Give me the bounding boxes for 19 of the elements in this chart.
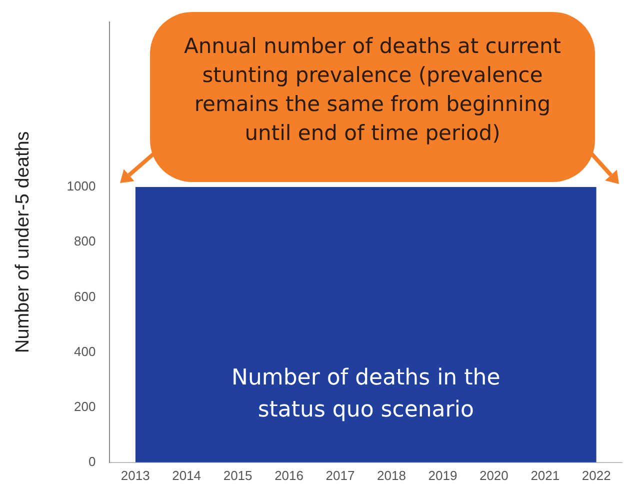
x-tick-label: 2018 <box>377 468 406 483</box>
x-tick-label: 2013 <box>120 468 150 483</box>
x-tick-label: 2015 <box>223 468 252 483</box>
y-tick-label: 600 <box>74 288 96 304</box>
callout-box: Annual number of deaths at current stunting prevalence (prevalence remains the same from beginning until end of time period) <box>150 12 595 182</box>
y-tick-label: 0 <box>88 454 96 469</box>
x-tick-label: 2020 <box>479 468 508 483</box>
y-tick-label: 1000 <box>66 178 96 194</box>
x-tick-label: 2014 <box>172 468 202 483</box>
x-tick-label: 2019 <box>428 468 458 483</box>
y-tick-label: 800 <box>74 234 96 249</box>
x-tick-label: 2016 <box>274 468 304 483</box>
x-tick-label: 2017 <box>326 468 355 483</box>
x-tick-label: 2022 <box>582 468 611 483</box>
y-tick-label: 200 <box>74 398 96 414</box>
series-label: Number of deaths in the status quo scenario <box>231 365 500 422</box>
y-axis-title: Number of under-5 deaths <box>12 131 34 353</box>
y-tick-label: 400 <box>74 344 96 359</box>
x-tick-label: 2021 <box>530 468 560 483</box>
